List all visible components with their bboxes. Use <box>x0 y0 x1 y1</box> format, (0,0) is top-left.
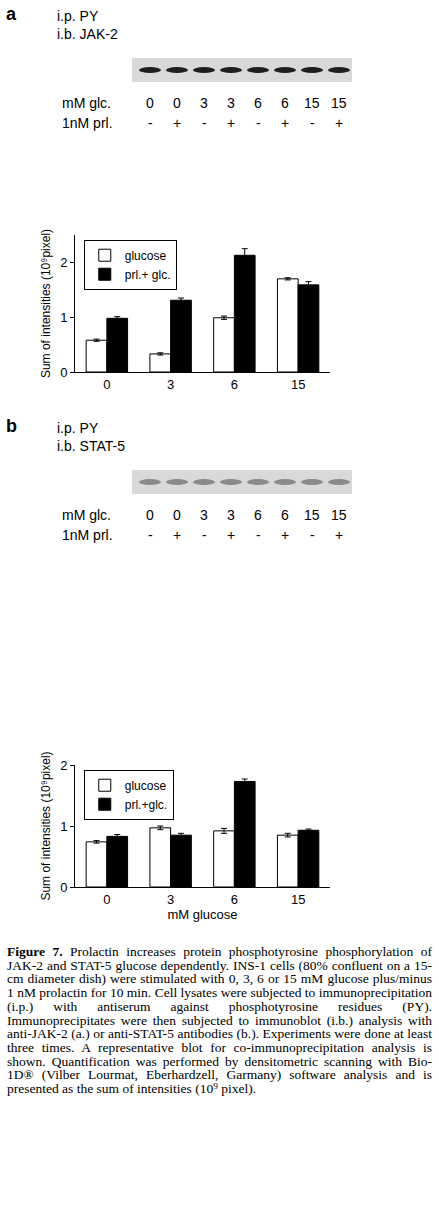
svg-text:glucose: glucose <box>125 249 167 263</box>
svg-text:mM glc.: mM glc. <box>62 95 111 111</box>
svg-text:6: 6 <box>281 95 289 111</box>
svg-text:-: - <box>148 115 153 131</box>
svg-text:6: 6 <box>231 892 238 907</box>
svg-text:2: 2 <box>60 255 67 270</box>
svg-text:15: 15 <box>331 507 347 523</box>
svg-text:3: 3 <box>200 95 208 111</box>
svg-text:0: 0 <box>60 880 67 895</box>
svg-text:0: 0 <box>103 892 110 907</box>
svg-text:15: 15 <box>331 95 347 111</box>
svg-text:6: 6 <box>254 507 262 523</box>
svg-text:-: - <box>310 527 315 543</box>
svg-text:+: + <box>173 527 181 543</box>
svg-text:-: - <box>202 527 207 543</box>
svg-text:0: 0 <box>103 377 110 392</box>
svg-text:Sum of intensities (10⁹pixel): Sum of intensities (10⁹pixel) <box>39 229 53 378</box>
svg-text:+: + <box>335 527 343 543</box>
svg-text:i.p. PY: i.p. PY <box>57 420 99 436</box>
svg-text:prl.+ glc.: prl.+ glc. <box>125 268 171 282</box>
svg-text:6: 6 <box>254 95 262 111</box>
svg-text:+: + <box>227 527 235 543</box>
svg-text:i.b. JAK-2: i.b. JAK-2 <box>57 26 118 42</box>
svg-text:+: + <box>281 527 289 543</box>
svg-text:1nM prl.: 1nM prl. <box>62 527 113 543</box>
svg-text:15: 15 <box>291 377 305 392</box>
svg-text:6: 6 <box>281 507 289 523</box>
svg-text:-: - <box>148 527 153 543</box>
svg-text:1: 1 <box>60 310 67 325</box>
svg-text:-: - <box>256 527 261 543</box>
svg-text:+: + <box>281 115 289 131</box>
svg-text:2: 2 <box>60 758 67 773</box>
svg-text:Sum of intensities (10⁹pixel): Sum of intensities (10⁹pixel) <box>39 751 53 900</box>
svg-text:+: + <box>335 115 343 131</box>
svg-text:0: 0 <box>60 365 67 380</box>
svg-text:i.p. PY: i.p. PY <box>57 8 99 24</box>
svg-text:3: 3 <box>227 95 235 111</box>
html-text:Figure 7. Prolactin increases: Figure 7. Prolactin increases protein ph… <box>7 944 432 1096</box>
svg-text:-: - <box>202 115 207 131</box>
svg-text:-: - <box>310 115 315 131</box>
svg-text:mM glc.: mM glc. <box>62 507 111 523</box>
svg-text:mM glucose: mM glucose <box>167 907 237 922</box>
svg-text:3: 3 <box>227 507 235 523</box>
svg-text:15: 15 <box>304 507 320 523</box>
svg-text:1: 1 <box>60 819 67 834</box>
svg-text:3: 3 <box>167 892 174 907</box>
svg-text:b: b <box>6 416 17 436</box>
svg-text:0: 0 <box>146 507 154 523</box>
svg-text:glucose: glucose <box>125 779 167 793</box>
svg-text:3: 3 <box>200 507 208 523</box>
svg-text:-: - <box>256 115 261 131</box>
svg-text:i.b. STAT-5: i.b. STAT-5 <box>57 438 125 454</box>
svg-text:+: + <box>173 115 181 131</box>
svg-text:+: + <box>227 115 235 131</box>
svg-text:a: a <box>6 4 17 24</box>
svg-text:15: 15 <box>304 95 320 111</box>
svg-text:15: 15 <box>291 892 305 907</box>
svg-text:prl.+glc.: prl.+glc. <box>125 798 167 812</box>
svg-text:0: 0 <box>173 507 181 523</box>
svg-text:1nM prl.: 1nM prl. <box>62 115 113 131</box>
svg-text:0: 0 <box>146 95 154 111</box>
svg-text:6: 6 <box>231 377 238 392</box>
svg-text:3: 3 <box>167 377 174 392</box>
svg-text:0: 0 <box>173 95 181 111</box>
